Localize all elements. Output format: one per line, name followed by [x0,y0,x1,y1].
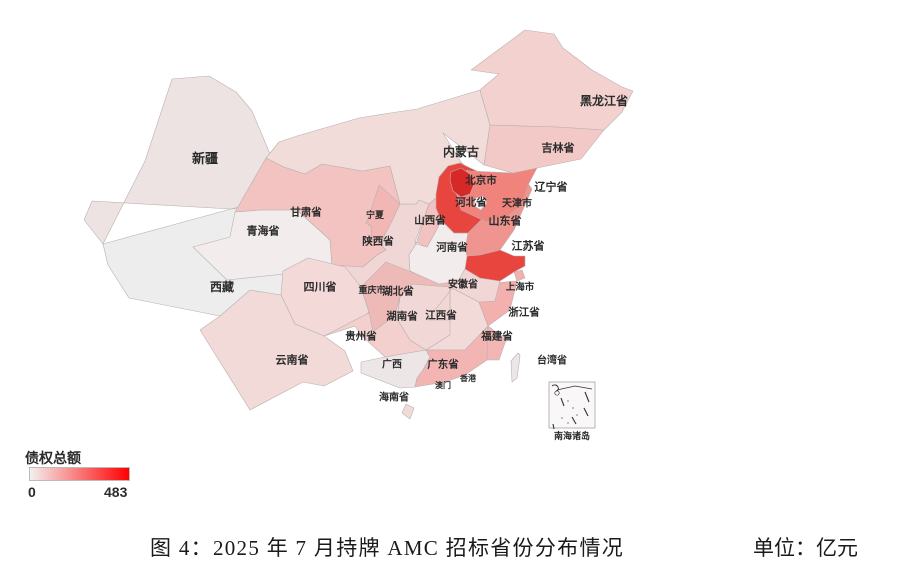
svg-text:福建省: 福建省 [480,329,513,342]
svg-text:广东省: 广东省 [427,357,459,370]
svg-text:甘肃省: 甘肃省 [290,205,322,218]
svg-text:台湾省: 台湾省 [537,353,567,366]
svg-text:陕西省: 陕西省 [362,234,394,247]
svg-text:黑龙江省: 黑龙江省 [580,93,628,108]
svg-text:江苏省: 江苏省 [512,239,545,253]
svg-text:浙江省: 浙江省 [508,305,540,318]
svg-text:湖北省: 湖北省 [382,284,414,297]
svg-text:山西省: 山西省 [414,213,446,226]
svg-text:西藏: 西藏 [210,279,234,294]
svg-text:湖南省: 湖南省 [386,309,418,322]
svg-text:南海诸岛: 南海诸岛 [554,430,590,441]
svg-text:广西: 广西 [382,357,402,370]
svg-text:澳门: 澳门 [435,380,451,390]
svg-text:天津市: 天津市 [502,196,532,209]
svg-text:河北省: 河北省 [455,195,487,208]
svg-text:吉林省: 吉林省 [542,141,575,155]
svg-text:江西省: 江西省 [425,308,457,321]
svg-text:河南省: 河南省 [436,240,468,253]
svg-text:山东省: 山东省 [489,214,522,228]
svg-text:四川省: 四川省 [304,280,337,294]
svg-text:新疆: 新疆 [192,151,218,166]
svg-text:香港: 香港 [459,373,477,383]
svg-text:安徽省: 安徽省 [448,277,478,290]
svg-text:辽宁省: 辽宁省 [535,180,568,194]
svg-text:贵州省: 贵州省 [345,329,377,342]
svg-text:上海市: 上海市 [506,281,535,293]
svg-text:内蒙古: 内蒙古 [443,144,479,159]
svg-text:宁夏: 宁夏 [366,209,385,220]
svg-text:青海省: 青海省 [247,224,280,238]
svg-text:北京市: 北京市 [465,173,497,186]
svg-text:云南省: 云南省 [276,353,309,367]
svg-text:海南省: 海南省 [379,390,409,403]
